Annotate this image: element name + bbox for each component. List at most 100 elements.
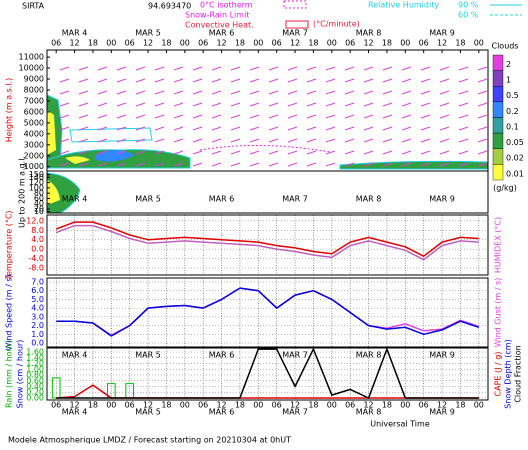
x-tick-label: 00 [400,39,410,48]
wind-arrow [78,162,89,167]
wind-arrow [211,78,222,83]
x-tick-label: 12 [69,401,79,410]
wind-arrow [97,150,108,155]
y-axis-title: Wind Speed (m / s) [5,274,14,350]
x-tick-label: 18 [382,401,392,410]
legend-label: Snow-Rain Limit [185,11,249,20]
wind-arrow [458,150,469,155]
x-tick-label: 06 [345,39,355,48]
date-label: MAR 7 [282,351,308,360]
wind-arrow [116,78,127,83]
x-tick-label: 18 [455,401,465,410]
wind-arrow [135,66,146,71]
wind-arrow [268,138,279,143]
x-tick-label: 00 [253,39,263,48]
x-tick-label: 12 [437,39,447,48]
wind-arrow [173,126,184,131]
plot-frame [46,347,489,401]
legend-label: 60 % [458,11,479,20]
wind-arrow [230,150,241,155]
wind-arrow [211,162,222,167]
date-label: MAR 5 [135,351,161,360]
date-label: MAR 5 [135,29,161,38]
wind-arrow [306,78,317,83]
wind-arrow [477,102,488,107]
wind-arrow [154,90,165,95]
wind-arrow [135,90,146,95]
wind-arrow [135,126,146,131]
x-tick-label: 18 [235,39,245,48]
wind-arrow [154,150,165,155]
wind-arrow [211,90,222,95]
wind-arrow [382,102,393,107]
wind-arrow [420,90,431,95]
wind-arrow [135,138,146,143]
y-tick-label: 2.0 [31,321,44,330]
wind-arrow [135,162,146,167]
wind-arrow [78,66,89,71]
wind-arrow [97,138,108,143]
x-tick-label: 18 [235,401,245,410]
x-tick-label: 00 [106,39,116,48]
y-tick-label: 1000 [24,162,44,171]
y-tick-label: 1.20 [26,359,44,368]
x-tick-label: 00 [180,401,190,410]
colorbar-swatch [492,54,504,71]
wind-arrow [173,78,184,83]
wind-arrow [287,90,298,95]
x-tick-label: 06 [198,401,208,410]
wind-arrow [211,150,222,155]
wind-arrow [192,162,203,167]
y-axis-title: Snow (cm / hour) [16,340,25,409]
x-tick-label: 12 [437,401,447,410]
x-tick-label: 06 [419,401,429,410]
x-tick-label: 12 [363,39,373,48]
wind-arrow [211,66,222,71]
wind-arrow [173,114,184,119]
x-tick-label: 12 [290,401,300,410]
wind-arrow [192,66,203,71]
wind-arrow [230,102,241,107]
wind-arrow [382,162,393,167]
x-tick-label: 18 [161,39,171,48]
wind-arrow [59,126,70,131]
wind-arrow [154,162,165,167]
wind-arrow [268,102,279,107]
y-tick-label: 4000 [24,129,44,138]
y-tick-label: 0.20 [26,388,44,397]
wind-arrow [230,114,241,119]
x-tick-label: 18 [88,39,98,48]
wind-arrow [458,138,469,143]
x-tick-label: 12 [69,39,79,48]
wind-arrow [268,150,279,155]
wind-arrow [306,66,317,71]
wind-arrow [477,78,488,83]
y-tick-label: 4.0 [31,304,44,313]
wind-arrow [268,126,279,131]
wind-arrow [59,150,70,155]
wind-arrow [173,138,184,143]
y-tick-label: 0.0 [31,338,44,347]
y2-axis-title: CAPE (J / g) [494,352,503,397]
y2-tick-label: 150 [29,170,44,179]
wind-arrow [401,66,412,71]
y-tick-label: 6000 [24,107,44,116]
y-tick-label: 4.0 [31,235,44,244]
wind-arrow [249,66,260,71]
wind-arrow [268,162,279,167]
wind-arrow [192,78,203,83]
x-tick-label: 00 [106,401,116,410]
wind-arrow [59,66,70,71]
wind-arrow [230,126,241,131]
wind-arrow [363,78,374,83]
wind-arrow [59,138,70,143]
wind-arrow [420,78,431,83]
colorbar-tick: 0.5 [506,91,519,100]
wind-arrow [230,66,241,71]
wind-arrow [78,150,89,155]
wind-arrow [154,102,165,107]
colorbar-swatch [492,101,504,118]
wind-arrow [439,90,450,95]
cloud-blob [95,150,135,162]
